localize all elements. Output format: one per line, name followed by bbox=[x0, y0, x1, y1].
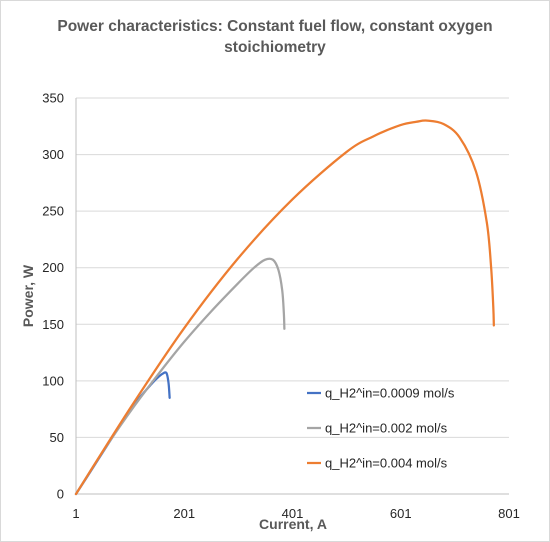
legend-label: q_H2^in=0.0009 mol/s bbox=[325, 386, 455, 401]
x-tick-label: 1 bbox=[72, 506, 79, 521]
y-tick-label: 150 bbox=[42, 317, 64, 332]
chart-title-line-1: Power characteristics: Constant fuel flo… bbox=[57, 18, 492, 35]
x-tick-label: 601 bbox=[390, 506, 412, 521]
series-line-2 bbox=[74, 257, 286, 496]
legend-label: q_H2^in=0.004 mol/s bbox=[325, 456, 448, 471]
legend: q_H2^in=0.0009 mol/s q_H2^in=0.002 mol/s q… bbox=[307, 386, 455, 471]
y-tick-label: 0 bbox=[57, 487, 64, 502]
y-tick-label: 350 bbox=[42, 91, 64, 106]
series-line-1 bbox=[74, 371, 171, 496]
x-tick-label: 401 bbox=[282, 506, 304, 521]
y-tick-label: 250 bbox=[42, 204, 64, 219]
y-tick-label: 50 bbox=[50, 430, 64, 445]
series-lines bbox=[74, 119, 495, 496]
y-tick-label: 200 bbox=[42, 260, 64, 275]
y-axis-label: Power, W bbox=[20, 264, 36, 327]
x-tick-label: 201 bbox=[173, 506, 195, 521]
y-tick-labels: 0 50 100 150 200 250 300 350 bbox=[42, 91, 64, 502]
chart-title-line-2: stoichiometry bbox=[224, 39, 326, 56]
y-tick-label: 100 bbox=[42, 373, 64, 388]
x-tick-labels: 1 201 401 601 801 bbox=[72, 506, 519, 521]
legend-label: q_H2^in=0.002 mol/s bbox=[325, 421, 448, 436]
x-axis-label: Current, A bbox=[259, 516, 327, 532]
y-tick-label: 300 bbox=[42, 147, 64, 162]
x-tick-label: 801 bbox=[498, 506, 520, 521]
series-line-3 bbox=[74, 119, 495, 496]
